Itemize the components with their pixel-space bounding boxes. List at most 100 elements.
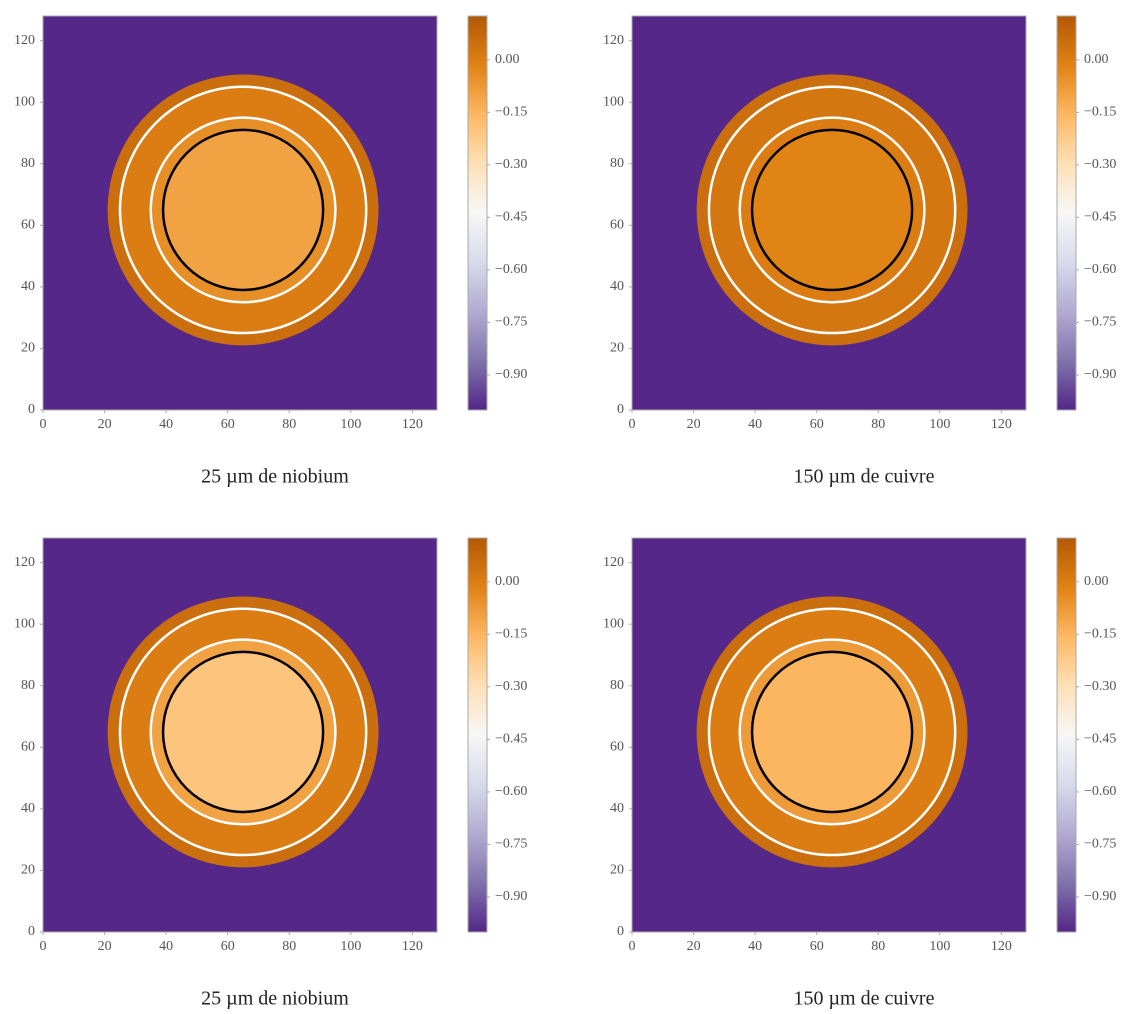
y-tick-label: 20 [21, 863, 35, 878]
frame [631, 15, 1027, 411]
y-tick-label: 80 [610, 156, 624, 171]
x-tick-label: 0 [40, 417, 47, 432]
y-tick-label: 80 [610, 678, 624, 693]
y-tick-label: 100 [603, 616, 624, 631]
y-tick-label: 60 [21, 218, 35, 233]
colorbar [1056, 15, 1077, 411]
colorbar-tick-label: 0.00 [1084, 574, 1109, 589]
frame [631, 537, 1027, 933]
y-tick-label: 100 [603, 94, 624, 109]
x-tick-label: 100 [340, 417, 361, 432]
x-tick-label: 40 [748, 939, 762, 954]
y-tick-label: 60 [610, 740, 624, 755]
x-tick-label: 0 [40, 939, 47, 954]
x-tick-label: 120 [991, 417, 1012, 432]
x-tick-label: 80 [871, 939, 885, 954]
ring [707, 85, 957, 335]
colorbar-tick-label: −0.15 [1084, 627, 1116, 642]
frame [42, 537, 438, 933]
x-tick-label: 40 [159, 417, 173, 432]
ring [118, 607, 368, 857]
x-tick-label: 0 [629, 417, 636, 432]
ring [118, 85, 368, 335]
y-tick-label: 20 [610, 341, 624, 356]
x-tick-label: 60 [221, 417, 235, 432]
colorbar-tick-label: −0.30 [1084, 679, 1116, 694]
y-tick-label: 40 [610, 279, 624, 294]
image [43, 16, 437, 410]
x-tick-label: 80 [871, 417, 885, 432]
x-tick-label: 0 [629, 939, 636, 954]
x-tick-label: 20 [98, 417, 112, 432]
colorbar-tick-label: −0.15 [495, 627, 527, 642]
colorbar-tick-label: −0.60 [1084, 784, 1116, 799]
y-tick-label: 0 [617, 402, 624, 417]
colorbar-tick-label: 0.00 [495, 52, 520, 67]
panel-title: 150 µm de cuivre [794, 466, 935, 488]
y-tick-label: 0 [28, 924, 35, 939]
panel: 0 20 40 60 80 100 120 0 20 40 60 80 100 120 0.00 −0.15 −… [603, 15, 1116, 488]
x-tick-label: 100 [340, 939, 361, 954]
ring [738, 638, 926, 826]
x-tick-label: 20 [687, 939, 701, 954]
image [632, 16, 1026, 410]
panel: 0 20 40 60 80 100 120 0 20 40 60 80 100 120 0.00 −0.15 −… [603, 537, 1116, 1010]
y-tick-label: 0 [617, 924, 624, 939]
colorbar-tick-label: −0.45 [495, 210, 527, 225]
colorbar-tick-label: −0.60 [495, 262, 527, 277]
panel-title: 25 µm de niobium [201, 988, 349, 1010]
colorbar-tick-label: −0.15 [1084, 105, 1116, 120]
colorbar-tick-label: −0.75 [1084, 315, 1116, 330]
x-tick-label: 100 [929, 417, 950, 432]
ring [750, 650, 914, 814]
y-tick-label: 60 [21, 740, 35, 755]
zone [163, 129, 324, 290]
colorbar-tick-label: −0.60 [495, 784, 527, 799]
colorbar-tick-label: −0.75 [495, 837, 527, 852]
panel: 0 20 40 60 80 100 120 0 20 40 60 80 100 120 0.00 −0.15 −… [14, 537, 527, 1010]
y-tick-label: 40 [610, 801, 624, 816]
x-tick-label: 40 [159, 939, 173, 954]
colorbar-tick-label: −0.75 [1084, 837, 1116, 852]
ring [750, 128, 914, 292]
y-tick-label: 120 [603, 33, 624, 48]
x-tick-label: 80 [282, 939, 296, 954]
ring [161, 128, 325, 292]
colorbar [467, 15, 488, 411]
ring [161, 650, 325, 814]
panel-title: 150 µm de cuivre [794, 988, 935, 1010]
x-tick-label: 120 [991, 939, 1012, 954]
image [632, 538, 1026, 932]
x-tick-label: 40 [748, 417, 762, 432]
x-tick-label: 120 [402, 417, 423, 432]
x-tick-label: 60 [810, 939, 824, 954]
ring [149, 638, 337, 826]
y-tick-label: 80 [21, 678, 35, 693]
y-tick-label: 40 [21, 801, 35, 816]
colorbar-tick-label: −0.30 [495, 157, 527, 172]
zone [163, 651, 324, 812]
y-tick-label: 100 [14, 94, 35, 109]
ring [707, 607, 957, 857]
x-tick-label: 60 [810, 417, 824, 432]
ring [738, 116, 926, 304]
y-tick-label: 20 [610, 863, 624, 878]
colorbar-tick-label: −0.15 [495, 105, 527, 120]
colorbar-tick-label: −0.90 [1084, 367, 1116, 382]
x-tick-label: 100 [929, 939, 950, 954]
y-tick-label: 20 [21, 341, 35, 356]
colorbar-tick-label: −0.45 [1084, 210, 1116, 225]
colorbar-tick-label: −0.90 [1084, 889, 1116, 904]
colorbar-tick-label: −0.90 [495, 889, 527, 904]
ring [149, 116, 337, 304]
x-tick-label: 20 [687, 417, 701, 432]
colorbar-tick-label: −0.30 [495, 679, 527, 694]
x-tick-label: 80 [282, 417, 296, 432]
y-tick-label: 80 [21, 156, 35, 171]
y-tick-label: 60 [610, 218, 624, 233]
zone [752, 651, 913, 812]
frame [42, 15, 438, 411]
y-tick-label: 40 [21, 279, 35, 294]
colorbar-tick-label: −0.60 [1084, 262, 1116, 277]
panel: 0 20 40 60 80 100 120 0 20 40 60 80 100 120 0.00 −0.15 −… [14, 15, 527, 488]
